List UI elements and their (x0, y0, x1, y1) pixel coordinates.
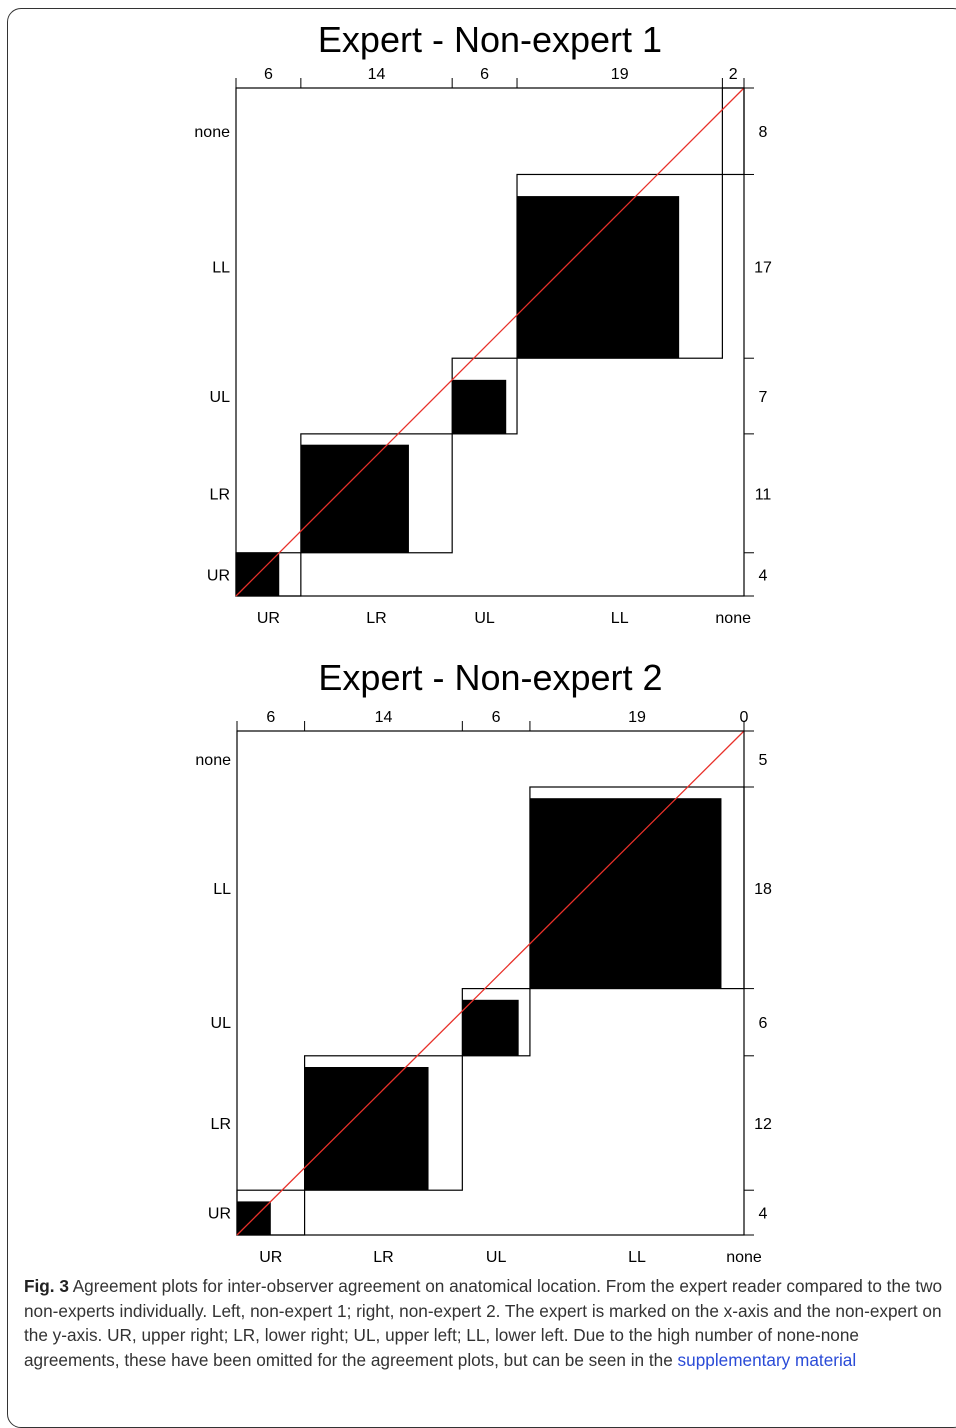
x-category-label: UL (474, 610, 495, 627)
x-marginal-label: 6 (266, 709, 275, 726)
marginal-rect-ur (236, 1189, 306, 1236)
y-category-label: LR (210, 486, 230, 503)
chart-title: Expert - Non-expert 1 (318, 19, 662, 60)
marginal-rect-ul (461, 988, 531, 1057)
marginal-rect-ur (235, 552, 302, 597)
diagonal-line (236, 730, 745, 1236)
caption-text: Agreement plots for inter-observer agree… (24, 1276, 943, 1370)
agreement-square-ll (517, 196, 680, 359)
x-category-label: LL (628, 1249, 646, 1266)
agreement-square-ul (452, 379, 507, 434)
x-category-label: LL (611, 610, 629, 627)
y-category-label: LR (211, 1116, 231, 1133)
y-marginal-label: 6 (759, 1015, 768, 1032)
caption-label: Fig. 3 (24, 1276, 69, 1296)
x-category-label: LR (373, 1249, 393, 1266)
agreement-square-ll (529, 798, 722, 989)
x-marginal-label: 14 (375, 709, 393, 726)
x-marginal-label: 2 (729, 66, 738, 83)
x-category-label: none (715, 610, 751, 627)
x-marginal-label: 19 (611, 66, 629, 83)
diagonal-line (235, 87, 745, 597)
chart-title: Expert - Non-expert 2 (318, 657, 662, 698)
y-marginal-label: 18 (754, 881, 772, 898)
x-category-label: UR (257, 610, 280, 627)
marginal-rect-ul (451, 357, 518, 435)
y-category-label: none (195, 752, 231, 769)
marginal-rect-lr (304, 1055, 463, 1191)
x-marginal-label: 6 (480, 66, 489, 83)
y-category-label: UR (208, 1206, 231, 1223)
x-category-label: UR (259, 1249, 282, 1266)
agreement-plot-2: Expert - Non-expert 2 6 4 UR UR 14 12 LR LR 6 6 UL U… (195, 657, 772, 1266)
x-marginal-label: 14 (368, 66, 386, 83)
y-marginal-label: 4 (759, 567, 768, 584)
y-marginal-label: 11 (755, 486, 772, 503)
y-category-label: none (194, 124, 230, 141)
agreement-square-lr (304, 1067, 429, 1191)
y-marginal-label: 12 (754, 1116, 772, 1133)
y-marginal-label: 5 (759, 752, 768, 769)
y-category-label: UL (210, 389, 231, 406)
x-marginal-label: 19 (628, 709, 646, 726)
x-marginal-label: 6 (492, 709, 501, 726)
x-category-label: UL (486, 1249, 507, 1266)
x-category-label: LR (366, 610, 386, 627)
y-category-label: LL (212, 259, 230, 276)
y-marginal-label: 8 (759, 124, 768, 141)
supplementary-material-link[interactable]: supplementary material (677, 1349, 857, 1370)
marginal-rect-lr (300, 433, 453, 554)
y-marginal-label: 17 (754, 259, 772, 276)
agreement-square-ul (462, 999, 519, 1056)
agreement-square-lr (300, 444, 409, 553)
y-category-label: LL (213, 881, 231, 898)
y-category-label: UL (211, 1015, 232, 1032)
y-category-label: UR (207, 567, 230, 584)
figure-caption: Fig. 3 Agreement plots for inter-observe… (24, 1274, 949, 1372)
y-marginal-label: 4 (759, 1206, 768, 1223)
x-category-label: none (726, 1249, 762, 1266)
marginal-rect-ll (516, 173, 723, 359)
x-marginal-label: 0 (740, 709, 749, 726)
marginal-rect-none (721, 87, 745, 176)
x-marginal-label: 6 (264, 66, 273, 83)
y-marginal-label: 7 (759, 389, 768, 406)
agreement-plot-1: Expert - Non-expert 1 6 4 UR UR 14 11 LR LR 6 7 UL U… (194, 19, 772, 627)
